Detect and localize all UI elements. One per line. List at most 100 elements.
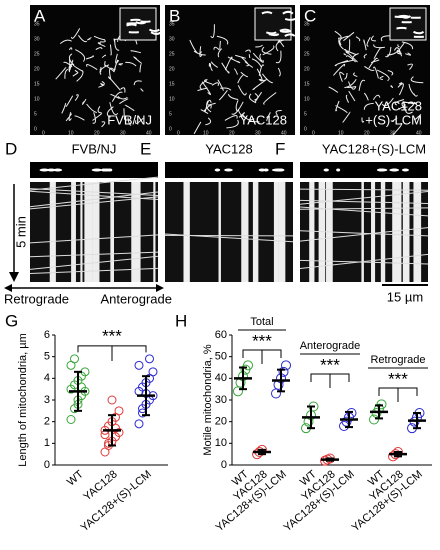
kymo-track (183, 182, 190, 282)
group-label: Anterograde (300, 340, 361, 352)
data-point (369, 414, 379, 425)
significance: *** (252, 331, 272, 350)
kymo-moving (29, 196, 159, 210)
strip-mito (377, 168, 388, 172)
panel-label: FVB/NJ (107, 112, 152, 127)
group-label: Total (250, 316, 273, 328)
kymo-moving (299, 207, 429, 210)
axis-tick: 25 (169, 51, 175, 57)
kymo-label: FVB/NJ (72, 141, 117, 156)
kymo-track (273, 182, 279, 282)
axis-tick: 30 (34, 36, 40, 42)
strip-mito (401, 168, 409, 172)
kymo-moving (29, 176, 159, 191)
mito-network (55, 28, 144, 128)
axis-tick: 30 (390, 130, 396, 136)
kymo-track (402, 182, 410, 282)
data-point (278, 366, 289, 377)
sig-bracket (378, 387, 418, 402)
axis-tick: 25 (304, 51, 310, 57)
axis-tick: 40 (146, 130, 152, 136)
sig-bracket (310, 373, 350, 388)
axis-tick: 10 (68, 130, 74, 136)
kymo-track (361, 182, 364, 282)
anterograde-label: Anterograde (100, 291, 172, 306)
panel-letter: A (34, 6, 46, 25)
y-tick-label: 1 (44, 437, 50, 449)
panel-letter: E (140, 139, 151, 158)
kymo-track (413, 182, 422, 282)
panel-label: YAC128 (375, 98, 422, 113)
axis-tick: 20 (364, 130, 370, 136)
significance: *** (320, 355, 340, 374)
axis-tick: 40 (416, 130, 422, 136)
kymo-moving (299, 227, 429, 242)
axis-tick: 0 (42, 130, 45, 136)
strip-mito (39, 168, 50, 172)
axis-tick: 20 (229, 130, 235, 136)
data-point (281, 360, 291, 371)
axis-tick: 5 (169, 111, 172, 117)
inset-mito (126, 18, 162, 35)
kymo-track (392, 182, 401, 282)
kymo-track (134, 182, 141, 282)
axis-tick: 35 (34, 21, 40, 27)
kymo-track (92, 182, 100, 282)
kymo-moving (299, 253, 429, 270)
data-point (66, 415, 76, 424)
strip-mito (271, 168, 284, 172)
y-tick-label: 10 (215, 437, 227, 449)
kymo-track (71, 182, 76, 282)
significance: *** (388, 369, 408, 388)
axis-tick: 15 (169, 81, 175, 87)
axis-tick: 40 (281, 130, 287, 136)
kymo-track (92, 182, 96, 282)
sig-bracket (77, 345, 147, 361)
axis-tick: 10 (34, 96, 40, 102)
axis-tick: 30 (120, 130, 126, 136)
sig-bracket (242, 349, 282, 364)
inset-mito (394, 14, 425, 38)
arrow-head (156, 284, 164, 292)
strip-mito (91, 168, 103, 172)
axis-tick: 20 (94, 130, 100, 136)
kymo-label: YAC128+(S)-LCM (322, 141, 426, 156)
axis-tick: 10 (338, 130, 344, 136)
axis-tick: 35 (304, 21, 310, 27)
data-point (243, 360, 253, 371)
strip-mito (53, 168, 63, 172)
panel-label: YAC128 (240, 112, 287, 127)
data-point (376, 399, 387, 410)
data-point (346, 408, 357, 418)
panel-letter: C (304, 6, 316, 25)
panel-label: +(S)-LCM (365, 112, 422, 127)
axis-tick: 25 (34, 51, 40, 57)
kymo-track (110, 182, 115, 282)
axis-tick: 20 (304, 66, 310, 72)
scale-label: 15 µm (387, 289, 423, 304)
strip-mito (263, 168, 269, 172)
kymo-moving (29, 190, 159, 201)
axis-tick: 0 (169, 126, 172, 132)
strip-mito (392, 168, 398, 172)
axis-tick: 10 (169, 96, 175, 102)
y-axis-label: Motile mitochondria, % (202, 344, 214, 455)
axis-tick: 20 (34, 66, 40, 72)
y-tick-label: 50 (215, 351, 227, 363)
frame-strip (300, 162, 428, 178)
kymo-moving (299, 188, 429, 191)
panel-letter: G (5, 311, 18, 330)
data-point (114, 406, 124, 416)
kymo-moving (299, 199, 429, 204)
axis-tick: 20 (169, 66, 175, 72)
data-point (134, 360, 144, 370)
kymo-moving (29, 255, 159, 270)
y-tick-label: 5 (44, 351, 50, 363)
y-tick-label: 3 (44, 394, 50, 406)
kymo-moving (29, 234, 159, 244)
y-axis-label: Length of mitochondria, µm (17, 333, 29, 467)
axis-tick: 30 (304, 36, 310, 42)
y-tick-label: 2 (44, 416, 50, 428)
